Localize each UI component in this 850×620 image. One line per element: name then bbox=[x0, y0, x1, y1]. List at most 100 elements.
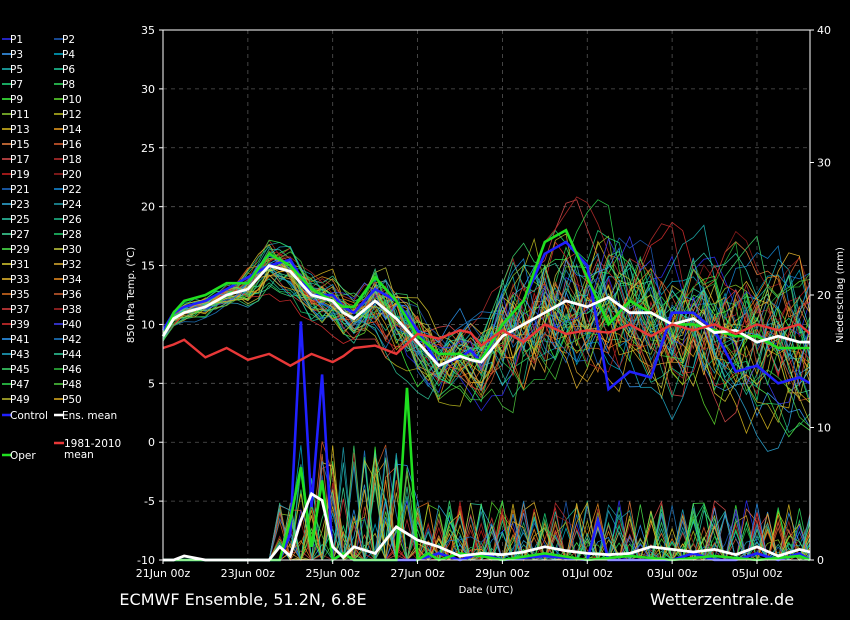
y-tick-label: -5 bbox=[144, 495, 155, 508]
member-temp-line-P46 bbox=[162, 241, 811, 397]
footer-left: ECMWF Ensemble, 51.2N, 6.8E bbox=[119, 590, 366, 609]
legend-label-P7: P7 bbox=[10, 79, 23, 91]
y2-tick-label: 10 bbox=[817, 422, 831, 435]
precip-line-ens-mean bbox=[163, 491, 811, 562]
y2-axis-label: Niederschlag (mm) bbox=[835, 247, 846, 343]
x-axis-label: Date (UTC) bbox=[459, 585, 514, 596]
legend-label-P30: P30 bbox=[62, 244, 82, 256]
x-tick-label: 05Jul 00z bbox=[732, 567, 783, 580]
member-temp-line-P47 bbox=[162, 199, 811, 386]
legend-label-P44: P44 bbox=[62, 349, 82, 361]
legend-label-P1: P1 bbox=[10, 34, 23, 46]
y-tick-label: -10 bbox=[137, 554, 155, 567]
legend-label-P13: P13 bbox=[10, 124, 30, 136]
y2-tick-label: 40 bbox=[817, 24, 831, 37]
legend-label-P34: P34 bbox=[62, 274, 82, 286]
member-temp-line-P21 bbox=[162, 255, 811, 388]
legend-label-P40: P40 bbox=[62, 319, 82, 331]
legend-label-P18: P18 bbox=[62, 154, 82, 166]
legend-label-clim-2: mean bbox=[64, 449, 94, 461]
y-axis-ticks: -10 -5 0 5 10 15 20 25 30 35 bbox=[137, 24, 163, 567]
legend-label-P20: P20 bbox=[62, 169, 82, 181]
x-tick-label: 25Jun 00z bbox=[305, 567, 360, 580]
legend-label-P47: P47 bbox=[10, 379, 30, 391]
member-lines bbox=[162, 196, 811, 562]
temp-line-control bbox=[161, 240, 811, 392]
temp-line-ens-mean bbox=[161, 264, 810, 368]
legend-label-P4: P4 bbox=[62, 49, 75, 61]
footer-right: Wetterzentrale.de bbox=[650, 590, 794, 609]
legend-label-ens-mean: Ens. mean bbox=[62, 410, 117, 422]
y-tick-label: 0 bbox=[148, 436, 155, 449]
legend-label-P38: P38 bbox=[62, 304, 82, 316]
y-tick-label: 10 bbox=[141, 318, 155, 331]
x-tick-label: 29Jun 00z bbox=[475, 567, 530, 580]
legend-label-P12: P12 bbox=[62, 109, 82, 121]
y-tick-label: 5 bbox=[148, 377, 155, 390]
legend-label-P19: P19 bbox=[10, 169, 30, 181]
legend-label-P45: P45 bbox=[10, 364, 30, 376]
legend-label-P50: P50 bbox=[62, 394, 82, 406]
x-tick-label: 27Jun 00z bbox=[390, 567, 445, 580]
x-tick-label: 21Jun 00z bbox=[136, 567, 191, 580]
legend-label-P42: P42 bbox=[62, 334, 82, 346]
y-tick-label: 20 bbox=[141, 201, 155, 214]
legend-label-P49: P49 bbox=[10, 394, 30, 406]
legend-label-P33: P33 bbox=[10, 274, 30, 286]
legend-label-P15: P15 bbox=[10, 139, 30, 151]
y-tick-label: 35 bbox=[141, 24, 155, 37]
legend-label-P29: P29 bbox=[10, 244, 30, 256]
legend-label-P46: P46 bbox=[62, 364, 82, 376]
legend-label-P37: P37 bbox=[10, 304, 30, 316]
legend-label-P8: P8 bbox=[62, 79, 75, 91]
legend: P1 P2 P3 P4 P5 P6 P7 P8 P9 P10 P11 P12 P13 P14 P15 P16 P… bbox=[2, 34, 121, 462]
legend-label-P9: P9 bbox=[10, 94, 23, 106]
temp-line-1981-2010-mean bbox=[162, 322, 811, 368]
legend-label-oper: Oper bbox=[10, 450, 36, 462]
legend-label-P5: P5 bbox=[10, 64, 23, 76]
y2-tick-label: 20 bbox=[817, 289, 831, 302]
x-tick-label: 23Jun 00z bbox=[221, 567, 276, 580]
chart-title: Düsseldorf 40468 (DE) 850 hPa Temp. & Ni… bbox=[117, 3, 753, 22]
legend-label-P48: P48 bbox=[62, 379, 82, 391]
y-tick-label: 25 bbox=[141, 142, 155, 155]
member-temp-line-P33 bbox=[162, 252, 811, 390]
x-tick-label: 01Jul 00z bbox=[562, 567, 613, 580]
legend-label-P25: P25 bbox=[10, 214, 30, 226]
y2-tick-label: 0 bbox=[817, 554, 824, 567]
legend-label-P39: P39 bbox=[10, 319, 30, 331]
legend-label-P31: P31 bbox=[10, 259, 30, 271]
y2-axis-ticks: 0 10 20 30 40 bbox=[810, 24, 831, 567]
y-axis-label: 850 hPa Temp. (°C) bbox=[126, 247, 137, 343]
member-temp-line-P44 bbox=[162, 261, 811, 400]
legend-label-P17: P17 bbox=[10, 154, 30, 166]
y-tick-label: 30 bbox=[141, 83, 155, 96]
legend-label-P23: P23 bbox=[10, 199, 30, 211]
legend-label-P6: P6 bbox=[62, 64, 75, 76]
legend-label-P14: P14 bbox=[62, 124, 82, 136]
legend-label-P21: P21 bbox=[10, 184, 30, 196]
legend-label-P26: P26 bbox=[62, 214, 82, 226]
legend-label-P36: P36 bbox=[62, 289, 82, 301]
legend-label-P11: P11 bbox=[10, 109, 30, 121]
legend-label-P3: P3 bbox=[10, 49, 23, 61]
legend-label-P28: P28 bbox=[62, 229, 82, 241]
member-temp-line-P50 bbox=[162, 274, 811, 404]
legend-label-P2: P2 bbox=[62, 34, 75, 46]
legend-label-control: Control bbox=[10, 410, 48, 422]
legend-label-P10: P10 bbox=[62, 94, 82, 106]
legend-label-P35: P35 bbox=[10, 289, 30, 301]
y-tick-label: 15 bbox=[141, 260, 155, 273]
legend-label-P16: P16 bbox=[62, 139, 82, 151]
x-tick-label: 03Jul 00z bbox=[647, 567, 698, 580]
member-temp-line-P30 bbox=[162, 256, 811, 400]
member-temp-line-P31 bbox=[162, 243, 811, 403]
legend-label-P41: P41 bbox=[10, 334, 30, 346]
y2-tick-label: 30 bbox=[817, 157, 831, 170]
x-axis-ticks: 21Jun 00z 23Jun 00z 25Jun 00z 27Jun 00z 29Ju… bbox=[136, 560, 783, 580]
legend-label-P32: P32 bbox=[62, 259, 82, 271]
legend-label-clim: 1981-2010 bbox=[64, 438, 121, 450]
legend-label-P27: P27 bbox=[10, 229, 30, 241]
member-temp-line-P45 bbox=[162, 235, 811, 376]
